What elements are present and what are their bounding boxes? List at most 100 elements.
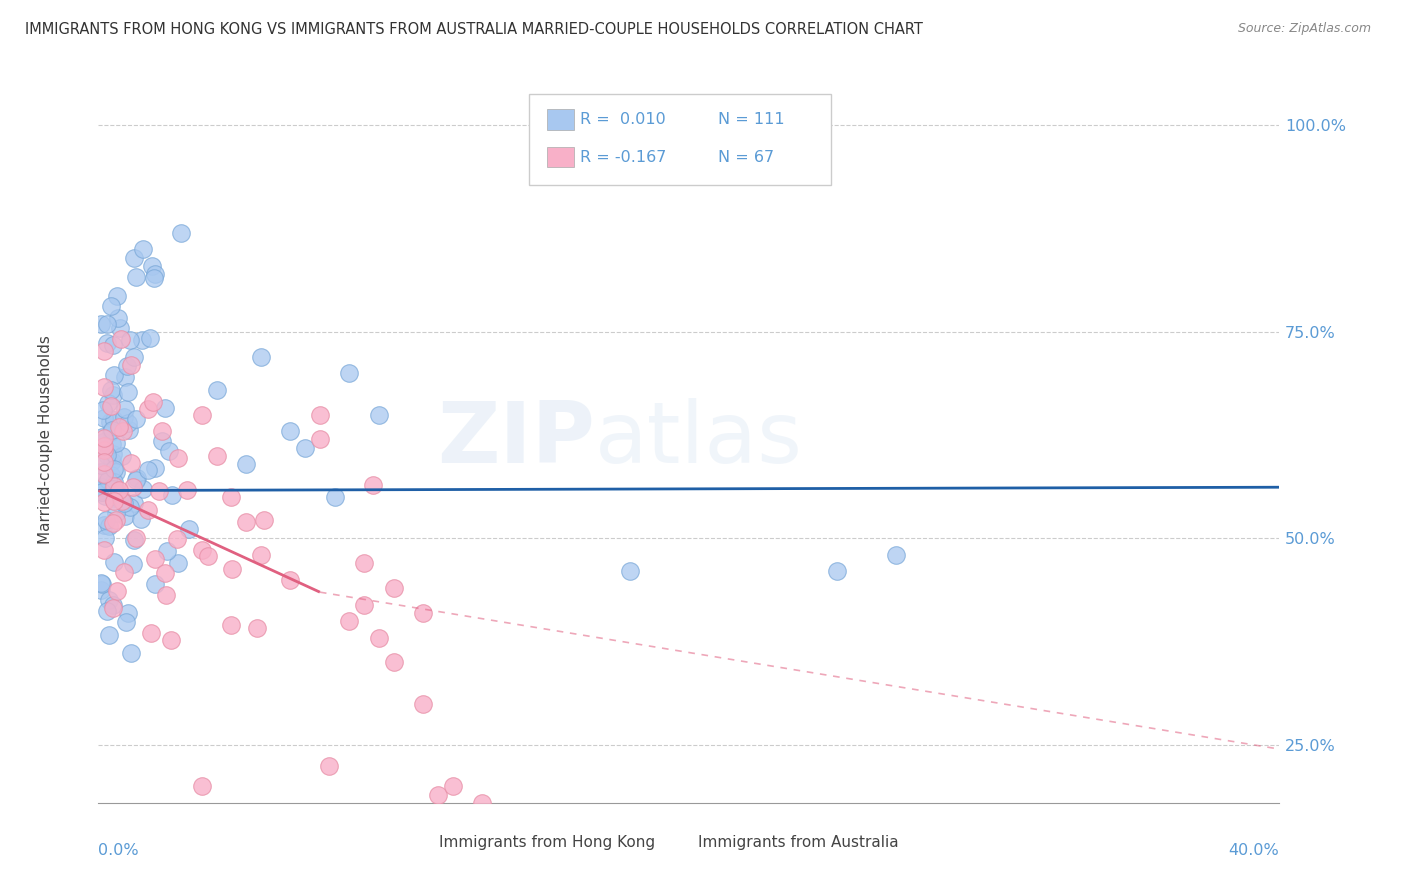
Text: Immigrants from Hong Kong: Immigrants from Hong Kong: [439, 835, 655, 850]
Point: [90, 466, 112, 480]
Point: [382, 656, 405, 670]
Point: [382, 581, 405, 595]
Point: [155, 588, 177, 602]
Point: [108, 419, 131, 434]
Point: [108, 320, 131, 334]
Point: [235, 515, 257, 529]
Text: N = 111: N = 111: [718, 112, 785, 127]
Point: [112, 496, 135, 510]
Point: [368, 631, 391, 645]
Point: [107, 311, 129, 326]
Point: [90, 480, 112, 494]
Point: [114, 615, 136, 629]
Point: [176, 483, 198, 497]
Point: [104, 465, 127, 479]
Point: [100, 383, 122, 397]
Point: [103, 516, 125, 530]
Point: [131, 512, 153, 526]
Point: [91, 485, 114, 500]
Point: [246, 622, 269, 636]
Point: [100, 468, 122, 483]
Point: [197, 549, 219, 563]
Point: [884, 548, 907, 562]
Point: [132, 482, 155, 496]
Point: [91, 403, 114, 417]
Point: [141, 626, 163, 640]
Point: [120, 333, 142, 347]
Point: [94, 531, 117, 545]
Point: [143, 552, 166, 566]
Point: [471, 796, 494, 810]
Point: [100, 299, 122, 313]
Point: [120, 646, 142, 660]
Text: 0.0%: 0.0%: [98, 843, 139, 858]
Point: [93, 343, 115, 358]
Point: [142, 394, 165, 409]
Point: [125, 471, 148, 485]
Point: [93, 467, 115, 481]
FancyBboxPatch shape: [405, 833, 432, 854]
Point: [96, 604, 118, 618]
Point: [136, 502, 159, 516]
Point: [97, 396, 120, 410]
Point: [101, 482, 124, 496]
Point: [96, 317, 118, 331]
Point: [177, 522, 200, 536]
Point: [191, 543, 214, 558]
Text: 40.0%: 40.0%: [1229, 843, 1279, 858]
Point: [166, 556, 188, 570]
Point: [117, 606, 139, 620]
Point: [143, 577, 166, 591]
Point: [101, 423, 124, 437]
Text: N = 67: N = 67: [718, 150, 775, 165]
Point: [93, 455, 115, 469]
Point: [115, 359, 138, 373]
Point: [108, 489, 131, 503]
Point: [221, 490, 243, 504]
Point: [122, 350, 145, 364]
Point: [250, 548, 273, 562]
Point: [191, 779, 214, 793]
Point: [108, 483, 131, 497]
Point: [111, 493, 134, 508]
Point: [412, 606, 434, 620]
Point: [120, 500, 142, 515]
Point: [114, 370, 136, 384]
Point: [170, 226, 193, 240]
Point: [441, 779, 464, 793]
FancyBboxPatch shape: [547, 109, 575, 129]
Point: [117, 385, 139, 400]
Point: [122, 495, 145, 509]
Point: [98, 415, 121, 429]
Point: [90, 430, 112, 444]
Point: [132, 242, 155, 256]
Point: [157, 444, 180, 458]
Text: Married-couple Households: Married-couple Households: [38, 334, 53, 544]
Point: [339, 614, 361, 628]
Point: [93, 518, 115, 533]
Point: [90, 458, 112, 472]
Point: [323, 490, 346, 504]
Point: [112, 410, 135, 425]
Point: [120, 456, 142, 470]
Point: [125, 411, 148, 425]
Point: [96, 448, 118, 462]
Point: [368, 408, 391, 422]
Point: [105, 289, 128, 303]
Point: [94, 484, 117, 499]
Point: [309, 432, 332, 446]
Point: [110, 332, 132, 346]
Text: IMMIGRANTS FROM HONG KONG VS IMMIGRANTS FROM AUSTRALIA MARRIED-COUPLE HOUSEHOLDS: IMMIGRANTS FROM HONG KONG VS IMMIGRANTS …: [25, 22, 924, 37]
Point: [114, 401, 136, 416]
Point: [253, 513, 276, 527]
Point: [120, 358, 142, 372]
Point: [353, 556, 375, 570]
Point: [122, 557, 145, 571]
Point: [96, 477, 118, 491]
Point: [103, 368, 125, 383]
Point: [309, 408, 332, 422]
Point: [118, 424, 141, 438]
Point: [90, 575, 112, 590]
Point: [280, 573, 302, 587]
Point: [101, 338, 124, 352]
